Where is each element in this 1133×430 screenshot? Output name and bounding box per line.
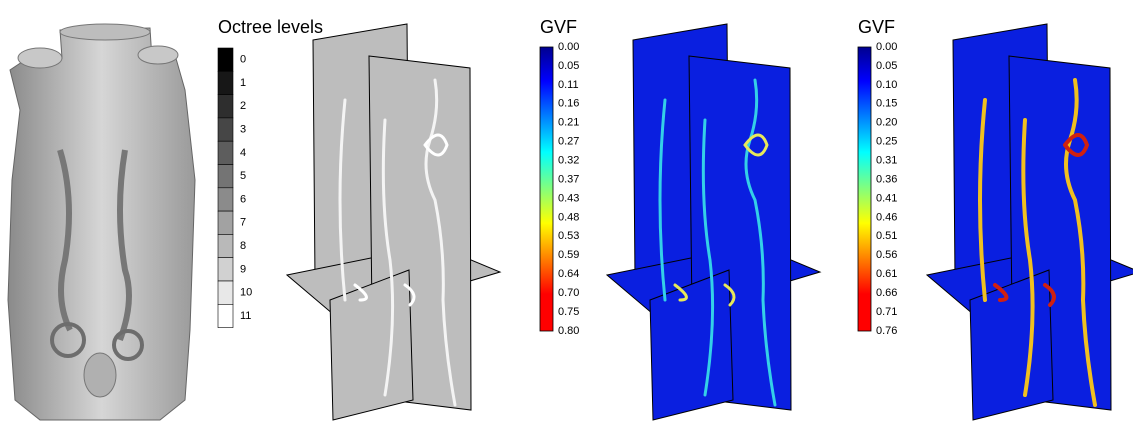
colorbar-label: 0.20 (876, 117, 897, 129)
octree-legend: Octree levels 0 1 2 3 4 5 6 7 8 9 10 11 (217, 17, 323, 328)
colorbar-label: 0.41 (876, 192, 897, 204)
colorbar (857, 46, 872, 332)
colorbar-label: 0.27 (558, 136, 579, 148)
feature-curve (743, 133, 769, 157)
colorbar-label: 0.66 (876, 287, 897, 299)
colorbar-label: 0.61 (876, 268, 897, 280)
legend-swatch (217, 164, 234, 189)
feature-curve (353, 283, 416, 307)
legend-label: 6 (240, 193, 246, 205)
legend-swatch (217, 303, 234, 328)
colorbar-label: 0.11 (558, 79, 579, 91)
gvf-legend: GVF 0.00 0.05 0.10 0.15 0.20 0.25 0.31 0.36 0.41… (857, 17, 897, 337)
legend-label: 10 (240, 287, 252, 299)
legend-swatch (217, 257, 234, 282)
colorbar-label: 0.00 (876, 41, 897, 53)
legend-swatch (217, 47, 234, 72)
feature-curve (423, 133, 449, 157)
legend-label: 0 (240, 54, 246, 66)
statue-render (7, 23, 196, 421)
feature-curve (658, 98, 667, 302)
colorbar-label: 0.00 (558, 41, 579, 53)
feature-curve (673, 283, 736, 307)
legend-label: 11 (240, 310, 251, 322)
colorbar (539, 46, 554, 332)
legend-title: Octree levels (218, 17, 323, 37)
slice-render (285, 23, 502, 421)
legend-label: 7 (240, 217, 246, 229)
legend-label: 2 (240, 100, 246, 112)
colorbar-label: 0.76 (876, 325, 897, 337)
colorbar-label: 0.51 (876, 230, 897, 242)
colorbar-label: 0.10 (876, 79, 897, 91)
legend-swatch (217, 94, 234, 119)
legend-swatch (217, 140, 234, 165)
colorbar-label: 0.80 (558, 325, 579, 337)
legend-label: 1 (240, 77, 246, 89)
colorbar-label: 0.05 (876, 60, 897, 72)
feature-curve (1063, 133, 1090, 157)
feature-curve (338, 98, 347, 302)
legend-swatch (217, 280, 234, 305)
colorbar-label: 0.56 (876, 249, 897, 261)
colorbar-label: 0.25 (876, 136, 897, 148)
legend-swatch (217, 71, 234, 95)
colorbar-label: 0.75 (558, 306, 579, 318)
colorbar-label: 0.37 (558, 173, 579, 185)
legend-label: 5 (240, 170, 246, 182)
feature-curve (993, 283, 1056, 307)
slice-render (925, 23, 1133, 421)
gvf-legend: GVF 0.00 0.05 0.11 0.16 0.21 0.27 0.32 0.37 0.43… (539, 17, 579, 337)
colorbar-label: 0.31 (876, 155, 897, 167)
legend-title: GVF (858, 17, 895, 37)
legend-label: 9 (240, 263, 246, 275)
legend-label: 4 (240, 147, 246, 159)
colorbar-label: 0.70 (558, 287, 579, 299)
slice-render (605, 23, 822, 421)
colorbar-label: 0.21 (558, 117, 579, 129)
legend-title: GVF (540, 17, 577, 37)
colorbar-label: 0.64 (558, 268, 579, 280)
legend-swatch (217, 117, 234, 142)
legend-swatch (217, 210, 234, 235)
feature-curve (1064, 78, 1097, 407)
colorbar-label: 0.59 (558, 249, 579, 261)
legend-label: 3 (240, 123, 246, 135)
colorbar-label: 0.05 (558, 60, 579, 72)
colorbar-label: 0.32 (558, 155, 579, 167)
colorbar-label: 0.36 (876, 173, 897, 185)
feature-curve (424, 78, 457, 407)
legend-swatch (217, 187, 234, 212)
legend-swatch (217, 234, 234, 258)
colorbar-label: 0.53 (558, 230, 579, 242)
feature-curve (701, 118, 715, 397)
colorbar-label: 0.46 (876, 211, 897, 223)
colorbar-label: 0.71 (876, 306, 897, 318)
feature-curve (381, 118, 395, 397)
colorbar-label: 0.15 (876, 98, 897, 110)
feature-curve (1021, 118, 1035, 397)
colorbar-label: 0.48 (558, 211, 579, 223)
colorbar-label: 0.16 (558, 98, 579, 110)
legend-label: 8 (240, 240, 246, 252)
feature-curve (978, 98, 987, 302)
feature-curve (744, 78, 777, 407)
colorbar-label: 0.43 (558, 192, 579, 204)
